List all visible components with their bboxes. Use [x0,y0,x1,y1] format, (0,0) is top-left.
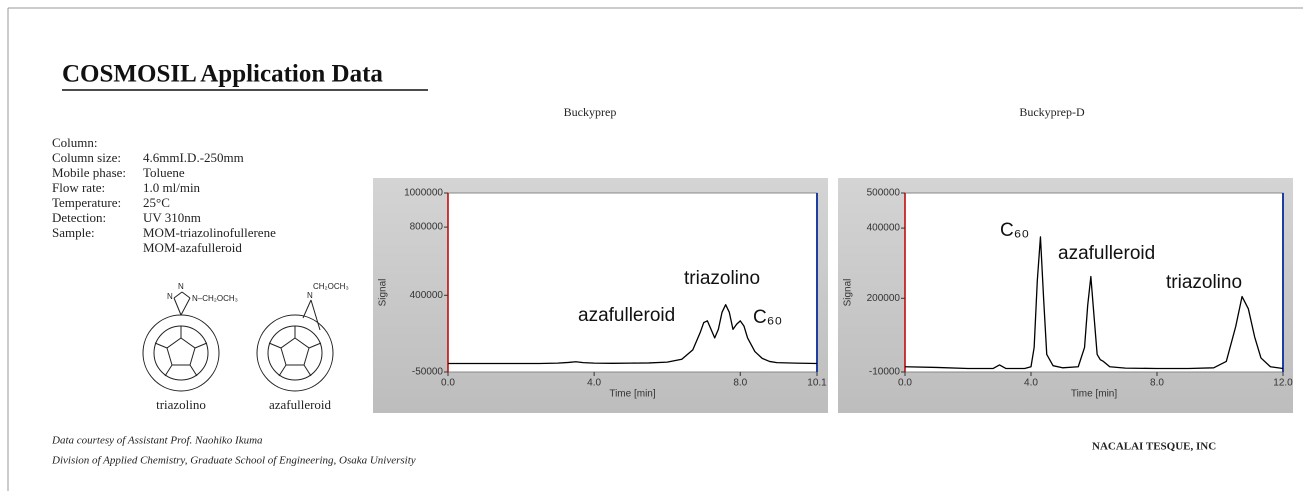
x-tick-label: 12.0 [1273,378,1293,389]
peak-label: triazolino [1166,272,1242,293]
condition-label: Sample: [52,225,95,240]
chromatogram-line [904,236,1284,370]
x-tick-label: 4.0 [587,378,601,389]
y-tick-label: 800000 [410,222,444,233]
y-axis-label: Signal [843,279,854,307]
atom-label: N [178,282,184,291]
x-tick-label: 0.0 [441,378,455,389]
chromatogram-line [448,304,818,365]
atom-label: N [307,291,313,300]
x-tick-label: 0.0 [898,378,912,389]
peak-label: azafulleroid [1058,243,1155,264]
structure-label: azafulleroid [269,397,332,412]
x-tick-label: 8.0 [733,378,747,389]
condition-label: Column size: [52,150,121,165]
plot-area [447,192,818,373]
condition-value: 25°C [143,195,170,210]
condition-value: UV 310nm [143,210,201,225]
peak-label: C₆₀ [753,307,782,328]
y-tick-label: -50000 [412,367,444,378]
x-tick-label: 8.0 [1150,378,1164,389]
condition-label: Temperature: [52,195,121,210]
x-axis-label: Time [min] [1071,389,1118,400]
conditions: Column: Column size: 4.6mmI.D.-250mm Mob… [52,135,276,255]
y-tick-label: 400000 [867,223,901,234]
y-tick-label: 400000 [410,290,444,301]
condition-value: MOM-azafulleroid [143,240,242,255]
triazolino-structure [142,291,220,392]
y-tick-label: 1000000 [404,188,443,199]
y-tick-label: -10000 [869,367,901,378]
peak-label: triazolino [684,268,760,289]
condition-label: Column: [52,135,98,150]
x-axis-label: Time [min] [609,389,656,400]
atom-label: N [167,292,173,301]
x-tick-label: 4.0 [1024,378,1038,389]
y-tick-label: 500000 [867,188,901,199]
chart-title: Buckyprep-D [1019,105,1085,119]
condition-label: Detection: [52,210,106,225]
condition-label: Flow rate: [52,180,105,195]
chart-title: Buckyprep [564,105,617,119]
condition-value: 4.6mmI.D.-250mm [143,150,244,165]
peak-label: azafulleroid [578,305,675,326]
plot-area [904,192,1284,373]
condition-label: Mobile phase: [52,165,126,180]
company-name: NACALAI TESQUE, INC [1092,441,1216,453]
condition-value: Toluene [143,165,185,180]
condition-value: MOM-triazolinofullerene [143,225,276,240]
group-label: CH₂OCH₃ [313,282,349,291]
credit-line: Division of Applied Chemistry, Graduate … [51,455,416,467]
condition-value: 1.0 ml/min [143,180,201,195]
page-title: COSMOSIL Application Data [62,61,383,88]
peak-label: C₆₀ [1000,220,1029,241]
azafulleroid-structure [256,299,334,392]
credit-line: Data courtesy of Assistant Prof. Naohiko… [51,435,263,447]
group-label: N–CH₂OCH₃ [192,294,238,303]
x-tick-label: 10.1 [807,378,827,389]
y-tick-label: 200000 [867,293,901,304]
y-axis-label: Signal [378,279,389,307]
structure-label: triazolino [156,397,206,412]
